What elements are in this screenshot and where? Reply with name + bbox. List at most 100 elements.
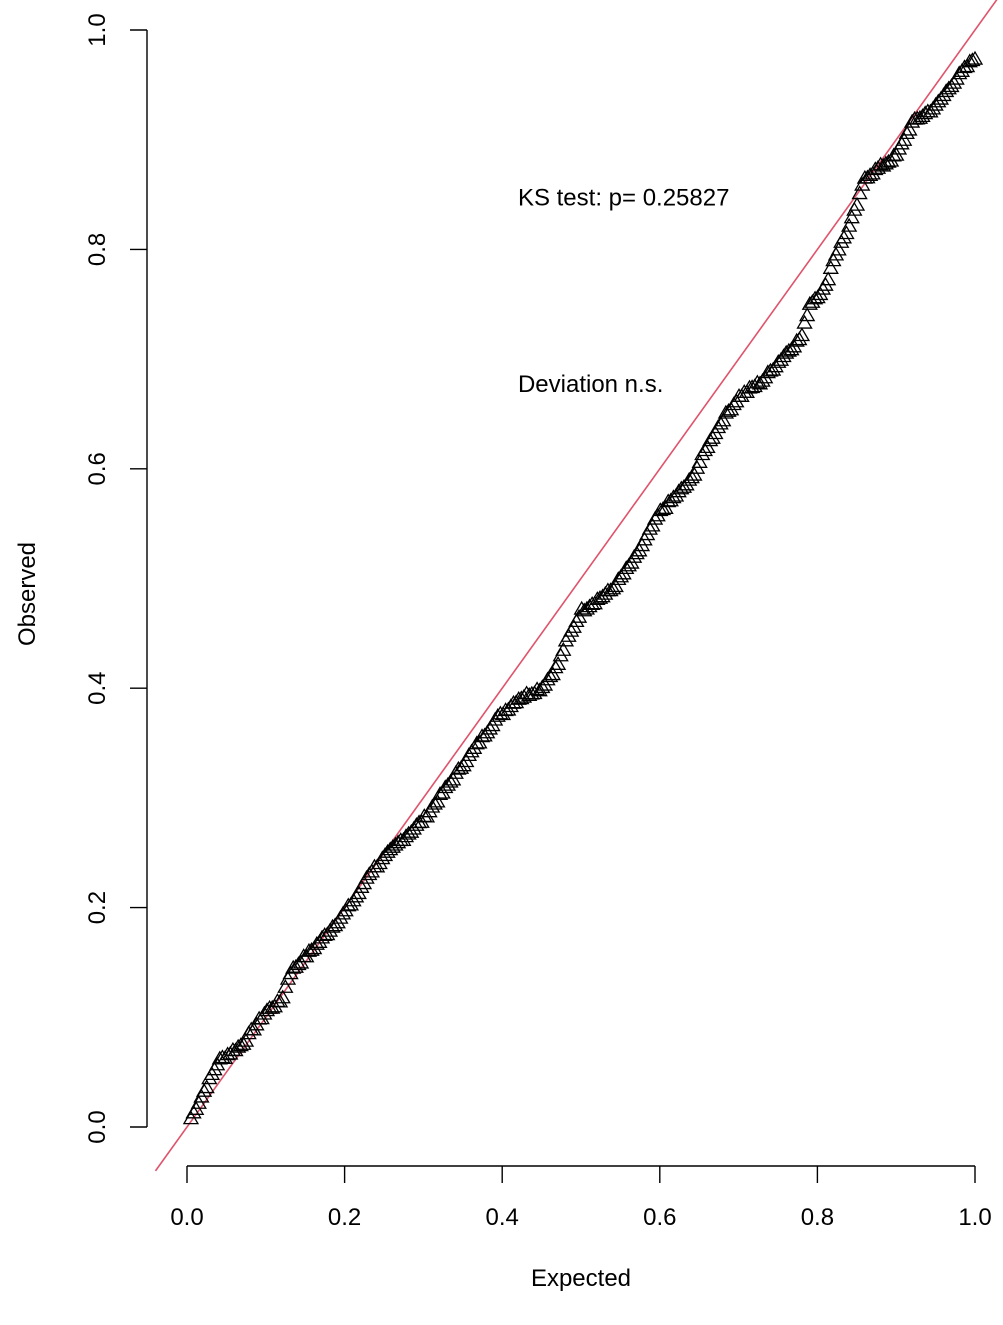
data-point-77 <box>384 838 401 853</box>
data-point-19 <box>232 1037 249 1052</box>
data-point-234 <box>796 314 813 329</box>
data-point-198 <box>702 432 719 447</box>
data-point-280 <box>917 105 934 120</box>
data-point-12 <box>214 1049 231 1064</box>
data-point-176 <box>644 517 661 532</box>
data-point-192 <box>686 466 703 481</box>
data-point-151 <box>578 600 596 615</box>
data-point-229 <box>783 341 800 356</box>
data-point-41 <box>290 956 307 971</box>
data-point-238 <box>806 290 824 305</box>
data-point-297 <box>961 53 978 68</box>
data-point-187 <box>673 480 690 495</box>
x-tick-label-2: 0.4 <box>486 1204 519 1231</box>
data-point-152 <box>581 598 598 613</box>
data-point-6 <box>198 1079 215 1094</box>
annotation-1: Deviation n.s. <box>518 371 663 398</box>
data-point-68 <box>361 866 378 881</box>
data-point-180 <box>654 501 672 516</box>
data-point-282 <box>922 103 939 118</box>
x-tick-label-0: 0.0 <box>170 1204 203 1231</box>
data-point-196 <box>696 442 714 457</box>
data-point-94 <box>429 793 446 808</box>
data-point-112 <box>476 727 493 742</box>
data-point-75 <box>379 843 396 858</box>
data-point-191 <box>683 469 700 484</box>
data-point-137 <box>542 668 559 683</box>
data-point-40 <box>287 958 304 973</box>
data-point-299 <box>966 50 984 65</box>
data-point-29 <box>258 1002 276 1017</box>
data-point-21 <box>237 1032 255 1047</box>
data-point-160 <box>602 582 619 597</box>
data-point-298 <box>964 52 981 67</box>
data-point-83 <box>400 825 417 840</box>
data-points <box>182 50 984 1125</box>
data-point-50 <box>313 929 331 944</box>
data-point-228 <box>780 342 797 357</box>
y-tick-label-1: 0.2 <box>84 891 111 924</box>
data-point-132 <box>528 681 546 696</box>
data-point-268 <box>885 147 902 162</box>
data-point-36 <box>277 978 294 993</box>
data-point-170 <box>628 545 645 560</box>
data-point-264 <box>875 157 892 172</box>
data-point-78 <box>387 836 404 851</box>
data-point-156 <box>591 589 609 604</box>
data-point-183 <box>662 492 679 507</box>
data-point-166 <box>618 560 635 575</box>
data-point-23 <box>243 1021 260 1036</box>
data-point-247 <box>830 241 847 256</box>
data-point-126 <box>513 690 530 705</box>
data-point-51 <box>316 927 333 941</box>
data-point-60 <box>340 897 357 912</box>
x-tick-label-5: 1.0 <box>958 1204 991 1231</box>
x-axis-title: Expected <box>531 1265 631 1292</box>
data-point-155 <box>589 591 606 606</box>
y-tick-label-2: 0.4 <box>84 672 111 705</box>
annotations: KS test: p= 0.25827 Deviation n.s. <box>518 185 730 398</box>
data-point-35 <box>274 989 291 1004</box>
data-point-54 <box>324 918 341 933</box>
data-point-58 <box>334 905 352 920</box>
data-point-252 <box>843 209 860 224</box>
data-point-194 <box>691 454 708 468</box>
data-point-202 <box>712 415 729 430</box>
data-point-14 <box>219 1046 236 1061</box>
data-point-279 <box>914 108 931 123</box>
data-point-179 <box>652 502 669 517</box>
data-point-55 <box>327 917 344 932</box>
data-point-111 <box>473 728 491 743</box>
data-point-109 <box>468 735 485 750</box>
y-axis-ticks: 0.0 0.2 0.4 0.6 0.8 1.0 <box>84 13 147 1144</box>
data-point-288 <box>938 83 955 98</box>
data-point-45 <box>300 942 318 957</box>
data-point-20 <box>235 1035 252 1050</box>
data-point-82 <box>397 828 415 843</box>
data-point-167 <box>620 557 637 572</box>
data-point-39 <box>285 959 302 974</box>
y-tick-label-0: 0.0 <box>84 1110 111 1143</box>
data-point-203 <box>715 412 732 427</box>
data-point-181 <box>657 500 674 514</box>
data-point-7 <box>201 1070 218 1085</box>
data-point-251 <box>840 217 858 232</box>
data-point-99 <box>442 773 459 788</box>
data-point-138 <box>544 666 561 681</box>
data-point-256 <box>854 176 871 191</box>
data-point-98 <box>439 776 457 791</box>
data-point-95 <box>431 786 449 800</box>
reference-line <box>154 0 998 1172</box>
data-point-265 <box>877 155 894 170</box>
data-point-134 <box>534 679 551 694</box>
x-tick-label-4: 0.8 <box>801 1204 834 1231</box>
data-point-140 <box>549 656 567 670</box>
data-point-103 <box>452 759 470 774</box>
data-point-248 <box>833 233 850 248</box>
data-point-190 <box>681 471 698 486</box>
data-point-272 <box>896 131 913 146</box>
x-tick-label-3: 0.6 <box>643 1204 676 1231</box>
data-point-162 <box>607 578 624 593</box>
x-axis-ticks: 0.0 0.2 0.4 0.6 0.8 1.0 <box>170 1166 992 1231</box>
